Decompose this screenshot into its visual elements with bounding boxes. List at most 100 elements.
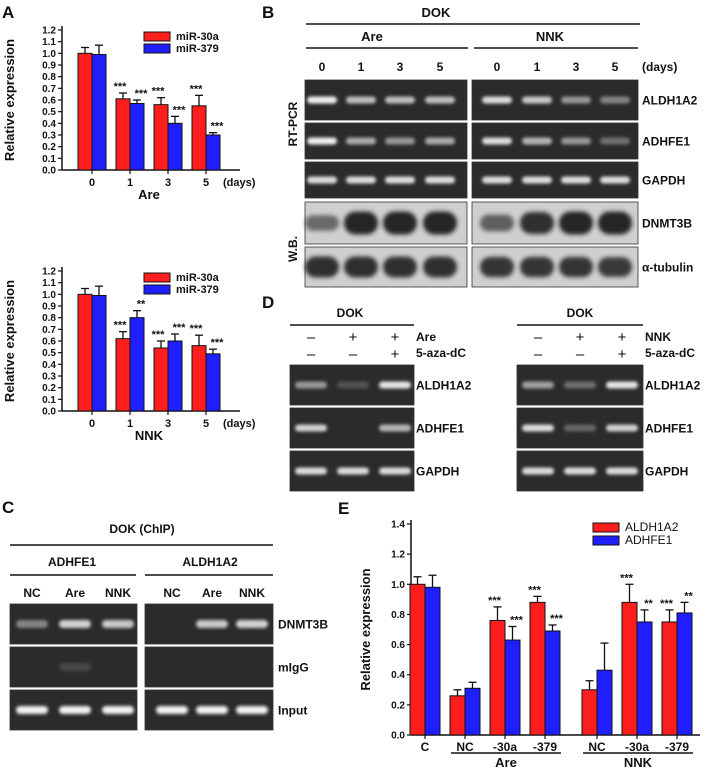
row-label: GAPDH	[645, 465, 688, 479]
y-tick-label: 0.7	[42, 84, 56, 95]
gel-band	[522, 176, 552, 184]
row-label: GAPDH	[416, 465, 459, 479]
x-tick-label: NC	[588, 740, 606, 754]
panel-b-group-nnk: NNK	[536, 29, 565, 44]
panel-d: DOK DOK ––+–++––+–++ Are 5-aza-dC NNK 5-…	[289, 306, 701, 492]
panel-c-gels: DNMT3B mIgG Input	[9, 603, 328, 731]
bar	[129, 317, 145, 412]
gel-band	[383, 256, 417, 278]
significance-stars: ***	[152, 329, 166, 341]
gel-band	[600, 137, 630, 145]
gel-band	[522, 424, 554, 432]
row-label: ADHFE1	[645, 422, 693, 436]
gel-band	[344, 256, 378, 278]
day-label: 3	[573, 60, 580, 74]
row-label: DNMT3B	[278, 618, 328, 632]
gel-band	[606, 424, 638, 432]
gel-band	[383, 211, 417, 235]
panel-a-chart-nnk: 0.00.10.20.30.40.50.60.70.80.91.01.11.2 R…	[2, 267, 256, 444]
panel-d-left-aza-label: 5-aza-dC	[416, 346, 466, 360]
row-label: ALDH1A2	[416, 379, 472, 393]
x-tick-label: 3	[165, 418, 171, 430]
y-tick-label: 0.8	[42, 72, 56, 83]
bar	[596, 669, 613, 736]
gel-band	[385, 96, 415, 104]
panel-d-right-title: DOK	[567, 306, 594, 320]
y-tick-label: 0.0	[391, 731, 405, 742]
bar	[191, 345, 207, 412]
panel-a-chart-are: 0.00.10.20.30.40.50.60.70.80.91.01.11.2 R…	[2, 26, 256, 203]
gel-band	[295, 467, 327, 475]
legend-swatch	[143, 43, 171, 54]
x-tick-label: 0	[89, 177, 95, 189]
legend-label: ALDH1A2	[625, 520, 679, 534]
gel-band	[423, 256, 457, 278]
treatment-sign: +	[576, 329, 585, 346]
bar	[77, 293, 93, 412]
panel-c: DOK (ChIP) ADHFE1 ALDH1A2 NC Are NNK NC Are N…	[9, 522, 328, 731]
significance-stars: ***	[510, 614, 524, 626]
legend-swatch	[143, 284, 171, 295]
gel-band	[564, 467, 596, 475]
bar	[621, 601, 638, 736]
bar	[424, 586, 441, 736]
y-tick-label: 0.5	[42, 348, 56, 359]
gel-band	[606, 467, 638, 475]
y-tick-label: 0.9	[42, 61, 56, 72]
gel-band	[482, 176, 512, 184]
gel-band	[425, 96, 455, 104]
y-tick-label: 0.7	[42, 325, 56, 336]
panel-b-side-rtpcr: RT-PCR	[286, 101, 300, 146]
gel-band	[307, 96, 337, 104]
x-tick-label: 0	[89, 418, 95, 430]
bar	[449, 695, 466, 736]
bar	[676, 612, 693, 736]
lane-label: NC	[23, 586, 41, 600]
y-tick-label: 0.0	[42, 166, 56, 177]
panel-b-group-are: Are	[361, 29, 383, 44]
significance-stars: **	[684, 590, 693, 602]
significance-stars: **	[644, 598, 653, 610]
significance-stars: ***	[550, 613, 564, 625]
gel-band	[379, 381, 411, 389]
gel-band	[423, 211, 457, 235]
gel-band	[337, 381, 369, 389]
significance-stars: ***	[173, 104, 187, 116]
y-tick-label: 0.9	[42, 302, 56, 313]
y-axis-label: Relative expression	[2, 39, 17, 161]
bar	[115, 338, 131, 412]
gel-band	[598, 257, 632, 277]
y-axis-label: Relative expression	[358, 568, 373, 690]
gel-band	[600, 96, 630, 104]
y-axis-label: Relative expression	[2, 280, 17, 402]
panel-label-e: E	[338, 499, 349, 518]
gel-band	[482, 96, 512, 104]
panel-e-chart: 0.0 0.2 0.4 0.6 0.8 1.0 1.2 1.4 Relative express…	[358, 520, 700, 770]
x-tick-label: C	[421, 740, 430, 754]
aza-sign: –	[534, 346, 543, 363]
bar	[205, 353, 221, 412]
y-tick-label: 1.1	[42, 278, 56, 289]
bar	[167, 340, 183, 412]
days-unit: (days)	[223, 418, 256, 430]
significance-stars: ***	[620, 572, 634, 584]
row-label: ADHFE1	[642, 135, 690, 149]
gel-band	[305, 256, 339, 278]
y-tick-label: 0.8	[391, 610, 405, 621]
panel-b-gels: ALDH1A2 ADHFE1 GAPDH DNMT3B α-tubulin	[304, 79, 698, 288]
gel-panel	[144, 646, 274, 688]
gel-band	[425, 176, 455, 184]
gel-band	[59, 663, 91, 671]
legend-label: miR-379	[176, 43, 219, 55]
gel-band	[561, 137, 591, 145]
significance-stars: ***	[152, 86, 166, 98]
gel-band	[16, 706, 48, 714]
row-label: GAPDH	[642, 174, 685, 188]
gel-band	[520, 212, 554, 234]
gel-band	[307, 137, 337, 145]
gel-band	[346, 137, 376, 145]
gel-band	[337, 467, 369, 475]
panel-label-a: A	[2, 3, 14, 22]
panel-c-title: DOK (ChIP)	[109, 522, 174, 536]
